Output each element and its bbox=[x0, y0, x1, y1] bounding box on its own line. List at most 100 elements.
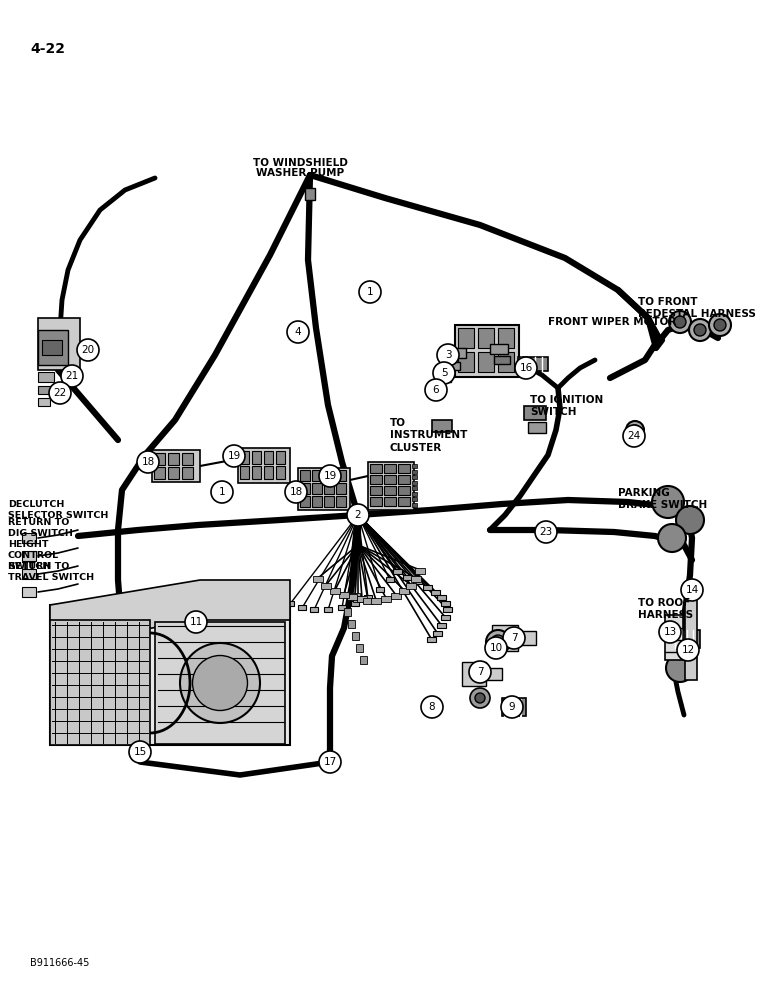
Circle shape bbox=[287, 321, 309, 343]
Text: 17: 17 bbox=[323, 757, 337, 767]
Text: 19: 19 bbox=[323, 471, 337, 481]
Circle shape bbox=[485, 637, 507, 659]
Bar bbox=[478, 328, 494, 348]
Bar bbox=[498, 328, 514, 348]
Circle shape bbox=[359, 281, 381, 303]
Bar bbox=[518, 357, 548, 371]
Text: 7: 7 bbox=[476, 667, 483, 677]
Text: B911666-45: B911666-45 bbox=[30, 958, 90, 968]
Circle shape bbox=[427, 700, 437, 710]
Bar bbox=[38, 386, 52, 394]
Bar bbox=[336, 483, 346, 494]
Bar bbox=[458, 328, 474, 348]
Text: 18: 18 bbox=[141, 457, 154, 467]
Bar bbox=[370, 486, 382, 495]
Circle shape bbox=[658, 524, 686, 552]
Bar bbox=[324, 496, 334, 507]
Bar bbox=[384, 486, 396, 495]
Bar bbox=[665, 615, 683, 660]
Bar bbox=[252, 466, 261, 479]
Bar bbox=[298, 468, 350, 510]
Bar bbox=[413, 579, 422, 584]
Bar bbox=[498, 352, 514, 372]
Bar bbox=[357, 596, 367, 602]
Bar bbox=[371, 598, 381, 604]
Bar bbox=[490, 344, 508, 354]
Bar bbox=[448, 348, 466, 358]
Bar bbox=[286, 601, 294, 606]
Bar bbox=[403, 575, 412, 580]
Bar bbox=[672, 630, 700, 648]
Text: 14: 14 bbox=[686, 585, 699, 595]
Bar bbox=[412, 481, 417, 485]
Bar bbox=[524, 406, 546, 420]
Polygon shape bbox=[50, 580, 290, 645]
Text: TO FRONT
PEDESTAL HARNESS: TO FRONT PEDESTAL HARNESS bbox=[638, 297, 756, 319]
Circle shape bbox=[129, 741, 151, 763]
Text: FRONT WIPER MOTOR: FRONT WIPER MOTOR bbox=[548, 317, 676, 327]
Circle shape bbox=[49, 382, 71, 404]
Bar bbox=[376, 587, 384, 592]
Bar bbox=[398, 497, 410, 506]
Bar bbox=[478, 352, 494, 372]
Bar bbox=[50, 620, 150, 745]
Circle shape bbox=[437, 344, 459, 366]
Text: 19: 19 bbox=[228, 451, 241, 461]
Circle shape bbox=[623, 425, 645, 447]
Text: RETURN TO
DIG SWITCH: RETURN TO DIG SWITCH bbox=[8, 518, 73, 538]
Bar bbox=[528, 422, 546, 433]
Bar bbox=[276, 466, 285, 479]
Bar bbox=[384, 497, 396, 506]
Bar bbox=[384, 475, 396, 484]
Circle shape bbox=[285, 481, 307, 503]
Bar bbox=[310, 607, 318, 612]
Bar bbox=[324, 607, 332, 612]
Circle shape bbox=[652, 486, 684, 518]
Bar bbox=[441, 615, 450, 620]
Bar bbox=[356, 644, 363, 652]
Text: 16: 16 bbox=[520, 363, 533, 373]
Text: 24: 24 bbox=[628, 431, 641, 441]
Bar bbox=[312, 483, 322, 494]
Text: 9: 9 bbox=[509, 702, 516, 712]
Bar bbox=[370, 497, 382, 506]
Text: 3: 3 bbox=[445, 350, 452, 360]
Bar bbox=[182, 453, 193, 465]
Ellipse shape bbox=[192, 656, 248, 710]
Bar bbox=[312, 470, 322, 481]
Text: 1: 1 bbox=[218, 487, 225, 497]
Circle shape bbox=[491, 635, 505, 649]
Bar bbox=[347, 594, 357, 600]
Circle shape bbox=[470, 688, 490, 708]
Bar bbox=[352, 632, 359, 640]
Text: 18: 18 bbox=[290, 487, 303, 497]
Bar bbox=[437, 595, 446, 600]
Bar bbox=[300, 470, 310, 481]
Circle shape bbox=[677, 639, 699, 661]
Bar bbox=[398, 464, 410, 473]
Bar bbox=[455, 325, 519, 377]
Text: 8: 8 bbox=[428, 702, 435, 712]
Bar bbox=[398, 486, 410, 495]
Bar bbox=[441, 601, 450, 606]
Bar bbox=[399, 588, 409, 594]
Ellipse shape bbox=[180, 643, 260, 723]
Circle shape bbox=[433, 362, 455, 384]
Text: TO
INSTRUMENT
CLUSTER: TO INSTRUMENT CLUSTER bbox=[390, 418, 467, 453]
Bar bbox=[252, 451, 261, 464]
Bar bbox=[38, 318, 80, 370]
Text: RETURN TO
TRAVEL SWITCH: RETURN TO TRAVEL SWITCH bbox=[8, 562, 94, 582]
Bar bbox=[152, 450, 200, 482]
Text: 11: 11 bbox=[189, 617, 202, 627]
Bar bbox=[370, 475, 382, 484]
Bar bbox=[324, 483, 334, 494]
Bar bbox=[154, 453, 165, 465]
Bar bbox=[386, 577, 394, 582]
Bar bbox=[412, 475, 417, 479]
Text: WASHER PUMP: WASHER PUMP bbox=[256, 168, 344, 178]
Bar bbox=[339, 592, 349, 598]
Bar bbox=[50, 605, 290, 745]
Circle shape bbox=[425, 379, 447, 401]
Circle shape bbox=[694, 324, 706, 336]
Text: 15: 15 bbox=[134, 747, 147, 757]
